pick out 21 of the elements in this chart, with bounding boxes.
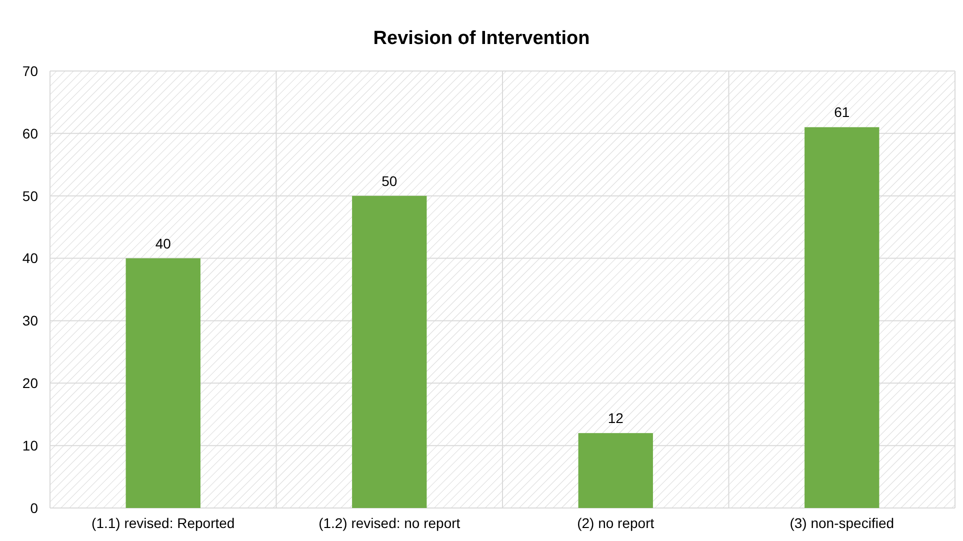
data-label: 50 (382, 172, 398, 189)
x-tick-label: (1.1) revised: Reported (92, 515, 235, 531)
data-label: 12 (608, 410, 624, 426)
bar (352, 196, 427, 508)
bar (126, 258, 200, 508)
bar (578, 433, 653, 508)
y-tick-label: 50 (22, 188, 38, 204)
y-tick-label: 40 (22, 250, 38, 266)
bar (804, 127, 880, 508)
x-tick-label: (2) no report (577, 515, 654, 531)
data-label: 40 (155, 235, 172, 252)
y-tick-label: 60 (22, 125, 38, 142)
chart-title: Revision of Intervention (373, 28, 590, 49)
x-tick-label: (1.2) revised: no report (318, 515, 460, 531)
x-tick-label: (3) non-specified (790, 515, 894, 531)
y-tick-label: 10 (22, 437, 38, 454)
y-tick-label: 70 (22, 62, 38, 79)
y-tick-label: 20 (22, 375, 38, 392)
y-tick-label: 0 (30, 500, 38, 516)
y-tick-label: 30 (22, 312, 38, 329)
data-label: 61 (834, 104, 850, 120)
